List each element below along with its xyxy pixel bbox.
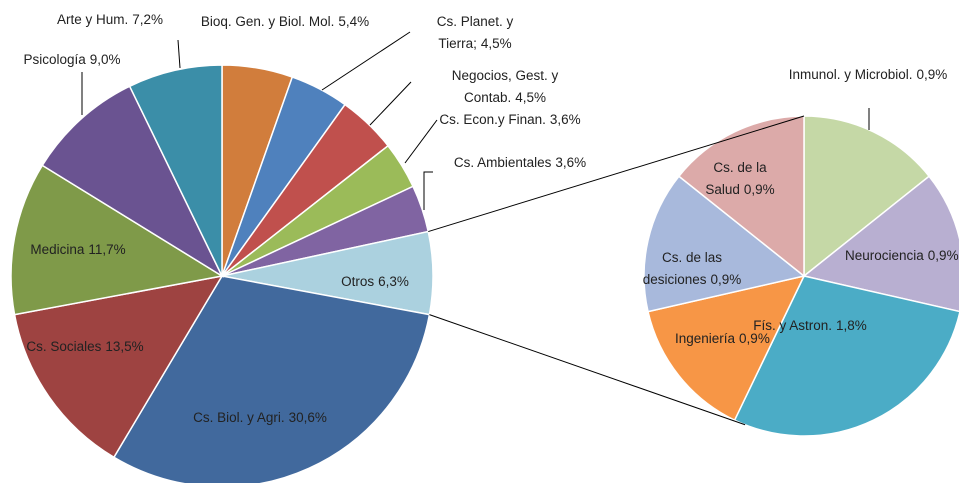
- data-label: Cs. Planet. y Tierra; 4,5%: [400, 11, 550, 55]
- label-text: Inmunol. y Microbiol.: [788, 67, 913, 82]
- connector-line: [428, 115, 805, 233]
- pie-slice: [10, 164, 225, 316]
- pie-slice: [733, 275, 959, 437]
- label-text: 13,5%: [105, 339, 144, 354]
- data-label: Bioq. Gen. y Biol. Mol. 5,4%: [200, 11, 370, 33]
- pie-slice: [13, 274, 224, 459]
- label-text: Cs. Sociales: [26, 339, 102, 354]
- label-text: 0,9%: [739, 331, 770, 346]
- label-text: Ingeniería: [675, 331, 736, 346]
- label-text: Cs. Biol. y Agri.: [193, 410, 285, 425]
- pie-slice: [647, 274, 806, 422]
- label-text: 0,9%: [743, 182, 775, 197]
- data-label: Arte y Hum. 7,2%: [57, 9, 163, 31]
- connector-line: [429, 314, 746, 426]
- pie-slice: [803, 115, 931, 278]
- pie-slice: [41, 85, 224, 278]
- leader-line: [423, 171, 433, 210]
- label-text: Bioq. Gen. y Biol. Mol.: [200, 14, 335, 29]
- label-text: 0,9%: [916, 67, 948, 82]
- label-text: 7,2%: [132, 12, 164, 27]
- label-text: Neurociencia: [845, 248, 924, 263]
- data-label: Psicología 9,0%: [23, 49, 120, 71]
- label-text: 0,9%: [927, 248, 959, 263]
- label-text: Cs. de las desiciones: [642, 250, 723, 287]
- label-text: Negocios, Gest. y Contab.: [451, 68, 559, 105]
- label-text: Cs. Ambientales: [453, 155, 552, 170]
- label-text: 3,6%: [549, 112, 581, 127]
- label-text: Otros: [341, 274, 375, 289]
- data-label: Negocios, Gest. y Contab. 4,5%: [438, 65, 573, 109]
- data-label: Neurociencia 0,9%: [845, 245, 959, 267]
- label-text: 1,8%: [836, 318, 867, 333]
- label-text: 30,6%: [288, 410, 327, 425]
- data-label: Cs. Ambientales 3,6%: [454, 152, 586, 174]
- pie-slice: [677, 115, 805, 278]
- label-text: Fís. y Astron.: [753, 318, 832, 333]
- data-label: Inmunol. y Microbiol. 0,9%: [781, 64, 956, 86]
- label-text: Arte y Hum.: [56, 12, 129, 27]
- label-text: Medicina: [30, 242, 85, 257]
- data-label: Cs. de la Salud 0,9%: [695, 157, 785, 201]
- label-text: 6,3%: [378, 274, 409, 289]
- leader-line: [369, 81, 412, 126]
- data-label: Cs. Biol. y Agri. 30,6%: [193, 407, 327, 429]
- pie-slice: [112, 275, 431, 483]
- label-text: 3,6%: [555, 155, 587, 170]
- data-label: Cs. Sociales 13,5%: [26, 336, 143, 358]
- label-text: 5,4%: [338, 14, 370, 29]
- label-text: Psicología: [23, 52, 86, 67]
- leader-line: [321, 31, 411, 91]
- data-label: Ingeniería 0,9%: [675, 328, 770, 350]
- label-text: 9,0%: [89, 52, 121, 67]
- label-text: 4,5%: [480, 36, 512, 51]
- data-label: Medicina 11,7%: [30, 239, 125, 261]
- label-text: Cs. de la Salud: [705, 160, 767, 197]
- label-text: 4,5%: [515, 90, 547, 105]
- data-label: Cs. de las desiciones 0,9%: [635, 247, 750, 291]
- data-label: Otros 6,3%: [341, 271, 409, 293]
- pie-slice: [643, 175, 806, 313]
- data-label: Cs. Econ.y Finan. 3,6%: [439, 109, 580, 131]
- label-text: Cs. Econ.y Finan.: [439, 112, 546, 127]
- pie-slice: [802, 175, 959, 313]
- leader-line: [177, 39, 181, 69]
- label-text: Cs. Planet. y Tierra;: [436, 14, 514, 51]
- label-text: 11,7%: [88, 242, 126, 257]
- pie-slice: [128, 64, 223, 277]
- leader-line: [404, 119, 438, 164]
- data-label: Fís. y Astron. 1,8%: [753, 315, 867, 337]
- label-text: 0,9%: [710, 272, 742, 287]
